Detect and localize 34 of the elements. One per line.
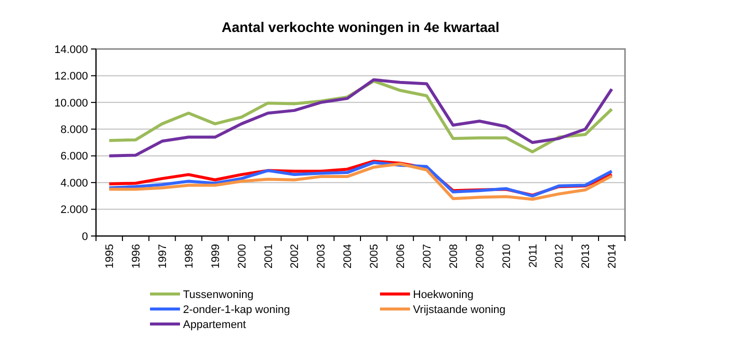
chart-title: Aantal verkochte woningen in 4e kwartaal	[222, 19, 500, 35]
y-tick-label: 6.000	[60, 150, 88, 163]
legend-label: Tussenwoning	[183, 288, 254, 301]
x-tick-label: 2003	[316, 244, 328, 268]
x-tick-label: 2005	[368, 244, 381, 268]
y-tick-label: 8.000	[60, 124, 88, 136]
x-tick-label: 2008	[448, 244, 460, 268]
y-tick-label: 4.000	[60, 177, 88, 190]
x-tick-label: 2010	[500, 244, 513, 268]
legend-label: Hoekwoning	[413, 288, 474, 301]
x-tick-label: 1995	[104, 244, 116, 268]
y-tick-label: 12.000	[54, 70, 88, 83]
x-tick-label: 1997	[156, 244, 169, 268]
x-tick-label: 1996	[130, 244, 143, 268]
x-tick-label: 2011	[527, 244, 540, 268]
legend-label: Vrijstaande woning	[413, 304, 506, 316]
x-tick-label: 2007	[421, 244, 434, 268]
x-tick-label: 2002	[289, 244, 302, 268]
y-tick-label: 2.000	[60, 204, 88, 216]
x-tick-label: 1999	[210, 244, 222, 268]
x-tick-label: 2012	[554, 244, 566, 268]
x-tick-label: 2006	[395, 244, 408, 268]
x-tick-label: 2014	[606, 244, 619, 268]
x-tick-label: 2009	[474, 244, 486, 268]
legend-label: Appartement	[183, 318, 246, 331]
legend-label: 2-onder-1-kap woning	[183, 304, 290, 316]
x-tick-label: 2000	[236, 244, 248, 268]
x-tick-label: 2001	[262, 244, 275, 268]
y-tick-label: 10.000	[54, 97, 88, 110]
x-tick-label: 1998	[183, 244, 196, 268]
x-tick-label: 2013	[580, 244, 592, 268]
y-tick-label: 0	[82, 230, 88, 243]
x-tick-label: 2004	[342, 244, 354, 268]
y-tick-label: 14.000	[54, 44, 88, 56]
